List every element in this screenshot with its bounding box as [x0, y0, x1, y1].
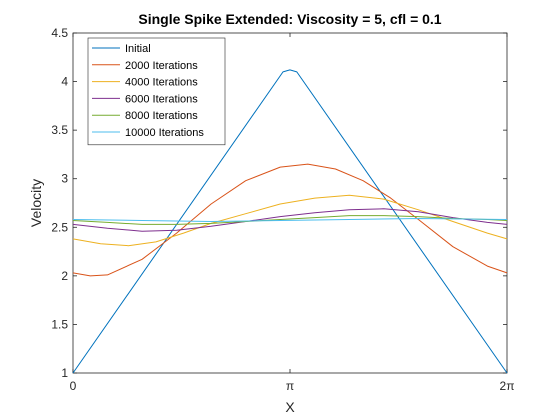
y-tick-label: 3	[61, 172, 68, 186]
plot-area: 0 π 2π 1 1.5 2 2.5 3 3.5 4 4.5 Initial 2000 Iteratio…	[51, 26, 514, 393]
chart-title: Single Spike Extended: Viscosity = 5, cf…	[138, 11, 441, 27]
series-line-4	[72, 208, 508, 232]
y-tick-label: 1.5	[51, 317, 68, 331]
series-line-5	[72, 215, 508, 225]
legend-entry: 10000 Iterations	[125, 127, 204, 139]
y-axis-label: Velocity	[28, 179, 44, 227]
x-tick-label: π	[286, 379, 294, 393]
series-line-2	[72, 163, 508, 277]
x-tick-label: 0	[70, 379, 77, 393]
legend-entry: Initial	[125, 43, 151, 55]
legend-entry: 4000 Iterations	[125, 77, 198, 89]
y-tick-label: 2.5	[51, 220, 68, 234]
series-line-1	[72, 69, 508, 374]
legend-box	[87, 37, 226, 146]
y-tick-label: 1	[61, 366, 68, 380]
y-tick-label: 4	[61, 75, 68, 89]
legend-entry: 8000 Iterations	[125, 110, 198, 122]
x-axis-label: X	[285, 399, 295, 415]
y-tick-label: 3.5	[51, 123, 68, 137]
y-tick-label: 2	[61, 269, 68, 283]
series-line-6	[72, 218, 508, 222]
y-tick-label: 4.5	[51, 26, 68, 40]
legend-entry: 6000 Iterations	[125, 93, 198, 105]
x-tick-label: 2π	[500, 379, 515, 393]
legend-entry: 2000 Iterations	[125, 60, 198, 72]
